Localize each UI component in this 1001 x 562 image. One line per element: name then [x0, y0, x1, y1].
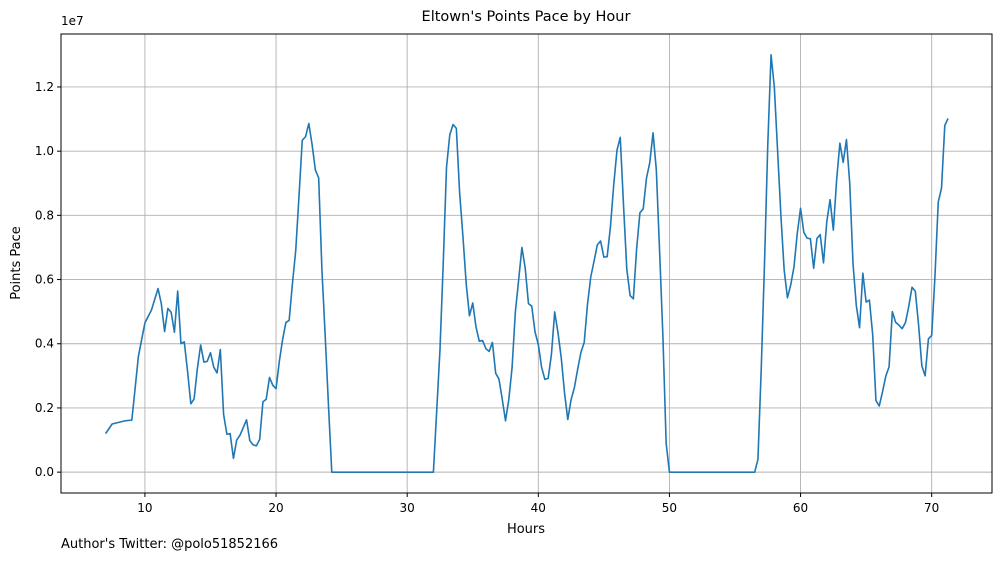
axis-ticks: 10 20 30 40 50 60 70 0.0 0.2 0.4 0.6 0.8 1.0 1.2: [35, 80, 939, 515]
chart-title: Eltown's Points Pace by Hour: [422, 9, 631, 25]
y-tick-label: 0.2: [35, 401, 54, 415]
x-tick-label: 20: [268, 501, 283, 515]
grid-lines: [61, 34, 992, 493]
series-line: [104, 54, 949, 473]
y-axis-label: Points Pace: [9, 226, 24, 300]
y-tick-label: 0.6: [35, 273, 54, 287]
x-tick-label: 30: [400, 501, 415, 515]
x-tick-label: 50: [662, 501, 677, 515]
x-tick-label: 60: [793, 501, 808, 515]
author-twitter-note: Author's Twitter: @polo51852166: [61, 537, 279, 552]
y-tick-label: 0.4: [35, 337, 54, 351]
y-tick-label: 1.0: [35, 144, 54, 158]
plot-frame: [60, 33, 993, 494]
y-tick-label: 1.2: [35, 80, 54, 94]
x-tick-label: 10: [137, 501, 152, 515]
y-tick-label: 0.8: [35, 208, 54, 222]
x-axis-label: Hours: [507, 522, 545, 537]
x-tick-label: 70: [924, 501, 939, 515]
y-tick-label: 0.0: [35, 465, 54, 479]
y-axis-offset-label: 1e7: [61, 14, 84, 28]
x-tick-label: 40: [531, 501, 546, 515]
